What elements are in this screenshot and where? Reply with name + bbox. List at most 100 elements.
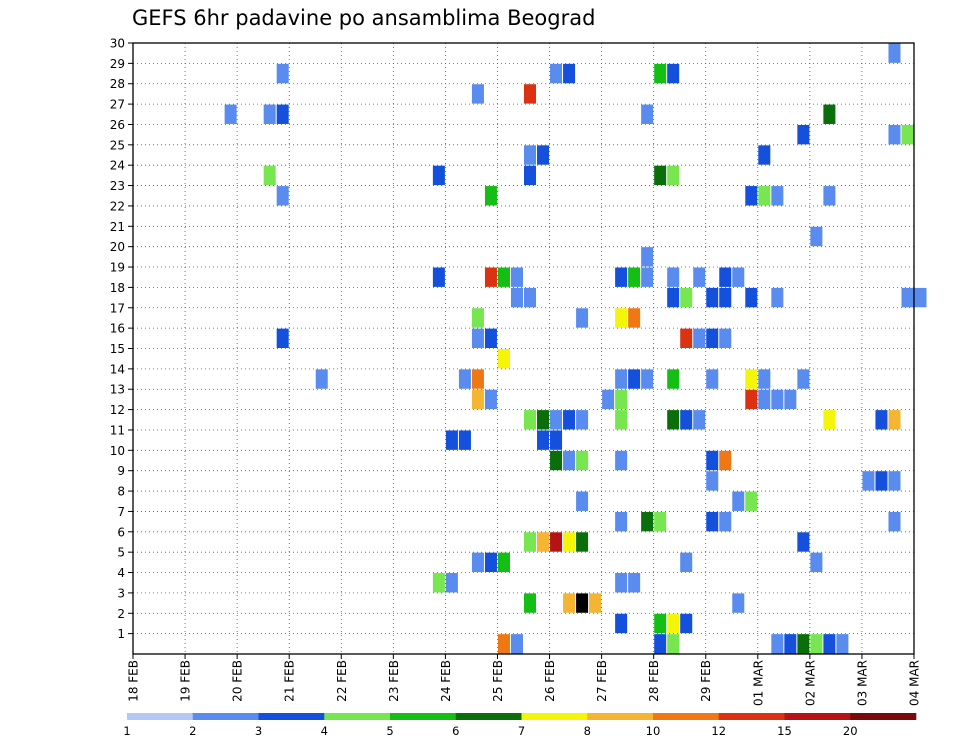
precip-cell [550,532,563,552]
y-tick-label: 13 [110,383,125,397]
precip-cell [667,287,680,308]
legend-swatch [850,713,917,720]
precip-cell [745,491,758,511]
precip-cell [471,328,484,348]
precip-cell [654,63,667,84]
precip-cell [758,186,771,206]
y-tick-label: 2 [117,607,125,621]
y-tick-label: 23 [110,179,125,193]
legend-label: 1 [123,724,130,738]
precip-cell [484,267,497,287]
precip-cell [563,593,576,613]
precip-cell [484,552,497,573]
precip-cell [641,247,654,267]
precip-cell [484,389,497,410]
y-tick-label: 22 [110,199,125,213]
y-tick-label: 28 [110,77,125,91]
precip-cell [524,84,537,104]
precip-cell [458,430,471,450]
precip-cell [615,308,628,328]
x-tick-label: 20 FEB [231,660,245,702]
x-tick-label: 29 FEB [699,660,713,702]
precip-cell [524,593,537,613]
precip-cell [784,634,797,654]
legend-label: 2 [189,724,196,738]
precip-cell [524,165,537,186]
legend-label: 3 [255,724,262,738]
precip-cell [771,389,784,410]
precip-cell [888,43,901,63]
precip-cell [524,287,537,308]
precip-cell [497,552,510,573]
x-tick-label: 27 FEB [595,660,609,702]
precip-cell [641,104,654,124]
legend-swatch [784,713,851,720]
precip-cell [719,267,732,287]
precip-cell [432,165,445,186]
precip-cell [550,430,563,450]
precip-cell [537,145,550,165]
x-tick-label: 24 FEB [439,660,453,702]
x-tick-label: 02 MAR [803,660,817,706]
precip-cell [615,613,628,634]
precip-cell [888,410,901,430]
precip-cell [445,573,458,593]
precip-cell [576,410,589,430]
y-tick-label: 16 [110,322,125,336]
precip-cell [484,186,497,206]
precip-cell [432,267,445,287]
color-legend: 1 2 3 4 5 6 7 8 10 12 15 20 [123,713,917,738]
y-tick-label: 26 [110,118,125,132]
precip-cell [471,389,484,410]
y-tick-label: 20 [110,240,125,254]
precip-cell [706,471,719,491]
precip-cell [224,104,237,124]
x-tick-label: 21 FEB [283,660,297,702]
precip-cell [497,267,510,287]
precip-cell [615,410,628,430]
y-tick-label: 14 [110,362,125,376]
legend-swatch [587,713,654,720]
x-tick-label: 19 FEB [179,660,193,702]
precip-cell [693,267,706,287]
precip-cell [432,573,445,593]
precip-cell [862,471,875,491]
precip-cell [563,450,576,471]
precip-cell [471,369,484,389]
precip-cell [263,104,276,124]
precip-cell [771,186,784,206]
precip-cell [615,369,628,389]
x-tick-label: 25 FEB [491,660,505,702]
precip-cell [589,593,602,613]
precip-cell [276,63,289,84]
precip-cell [901,287,914,308]
precip-cell [693,410,706,430]
y-tick-label: 18 [110,281,125,295]
precip-cell [680,328,693,348]
precip-cell [563,410,576,430]
precip-cell [667,613,680,634]
legend-label: 12 [711,724,726,738]
precip-cell [628,308,641,328]
precip-cell [276,186,289,206]
precip-cell [576,532,589,552]
plot-frame [132,42,915,655]
x-tick-label: 26 FEB [543,660,557,702]
precip-cell [537,430,550,450]
ticks-layer: 1234567891011121314151617181920212223242… [110,37,922,706]
precip-cell [667,369,680,389]
legend-label: 8 [584,724,591,738]
legend-label: 7 [518,724,525,738]
y-tick-label: 19 [110,261,125,275]
precip-cell [550,63,563,84]
y-tick-label: 7 [117,505,125,519]
x-tick-label: 23 FEB [387,660,401,702]
precip-cell [875,471,888,491]
precip-cell [445,430,458,450]
precip-cell [875,410,888,430]
legend-swatch [521,713,588,720]
precip-cell [667,63,680,84]
precip-cell [797,634,810,654]
precip-cell [628,573,641,593]
precip-cell [680,287,693,308]
